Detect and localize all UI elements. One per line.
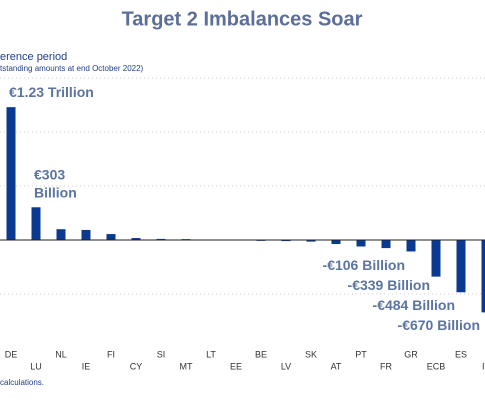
annotation-line: -€339 Billion [348, 277, 430, 293]
annotation-line: -€106 Billion [323, 257, 405, 273]
annotation: €1.23 Trillion [9, 84, 94, 100]
bar [481, 240, 485, 313]
x-tick-label: CY [130, 361, 143, 371]
x-tick-label: BE [255, 349, 267, 359]
subtitle: tstanding amounts at end October 2022) [0, 64, 144, 73]
annotation: €303 Billion [34, 166, 77, 200]
x-tick-label: AT [331, 361, 342, 371]
x-tick-label: GR [404, 349, 418, 359]
bar [406, 240, 416, 252]
annotation-line: -€484 Billion [373, 297, 455, 313]
bar [331, 240, 341, 244]
bar [456, 240, 466, 293]
chart-title: Target 2 Imbalances Soar [122, 8, 363, 30]
x-tick-label: IE [82, 361, 91, 371]
bar [106, 234, 116, 240]
x-tick-label: ECB [427, 361, 446, 371]
bar [31, 207, 41, 240]
annotation: -€339 Billion [348, 277, 430, 293]
bar [81, 229, 91, 240]
bar [56, 229, 66, 240]
annotation: -€670 Billion [398, 317, 480, 333]
annotation-line: Billion [34, 184, 77, 200]
bar [131, 238, 141, 240]
bar [6, 107, 16, 240]
annotation: -€106 Billion [323, 257, 405, 273]
x-tick-label: FI [107, 349, 115, 359]
x-tick-label: SI [157, 349, 166, 359]
bar [156, 238, 166, 240]
x-tick-label: DE [5, 349, 18, 359]
x-tick-label: SK [305, 349, 317, 359]
bar [356, 240, 366, 247]
annotation-line: €303 [34, 166, 65, 182]
x-tick-label: LU [30, 361, 42, 371]
x-tick-label: PT [355, 349, 367, 359]
bar [281, 240, 291, 242]
x-tick-label: IT [482, 361, 485, 371]
x-tick-label: NL [55, 349, 67, 359]
x-tick-label: MT [180, 361, 193, 371]
annotation-line: -€670 Billion [398, 317, 480, 333]
x-tick-label: ES [455, 349, 467, 359]
subtitle: erence period [0, 51, 67, 63]
x-tick-label: LV [281, 361, 291, 371]
bar [306, 240, 316, 242]
bar [431, 240, 441, 277]
x-tick-label: EE [230, 361, 242, 371]
x-tick-label: FR [380, 361, 392, 371]
bar [381, 240, 391, 249]
x-tick-label: LT [206, 349, 216, 359]
annotation-line: €1.23 Trillion [9, 84, 94, 100]
footnote: calculations. [0, 378, 44, 387]
annotation: -€484 Billion [373, 297, 455, 313]
